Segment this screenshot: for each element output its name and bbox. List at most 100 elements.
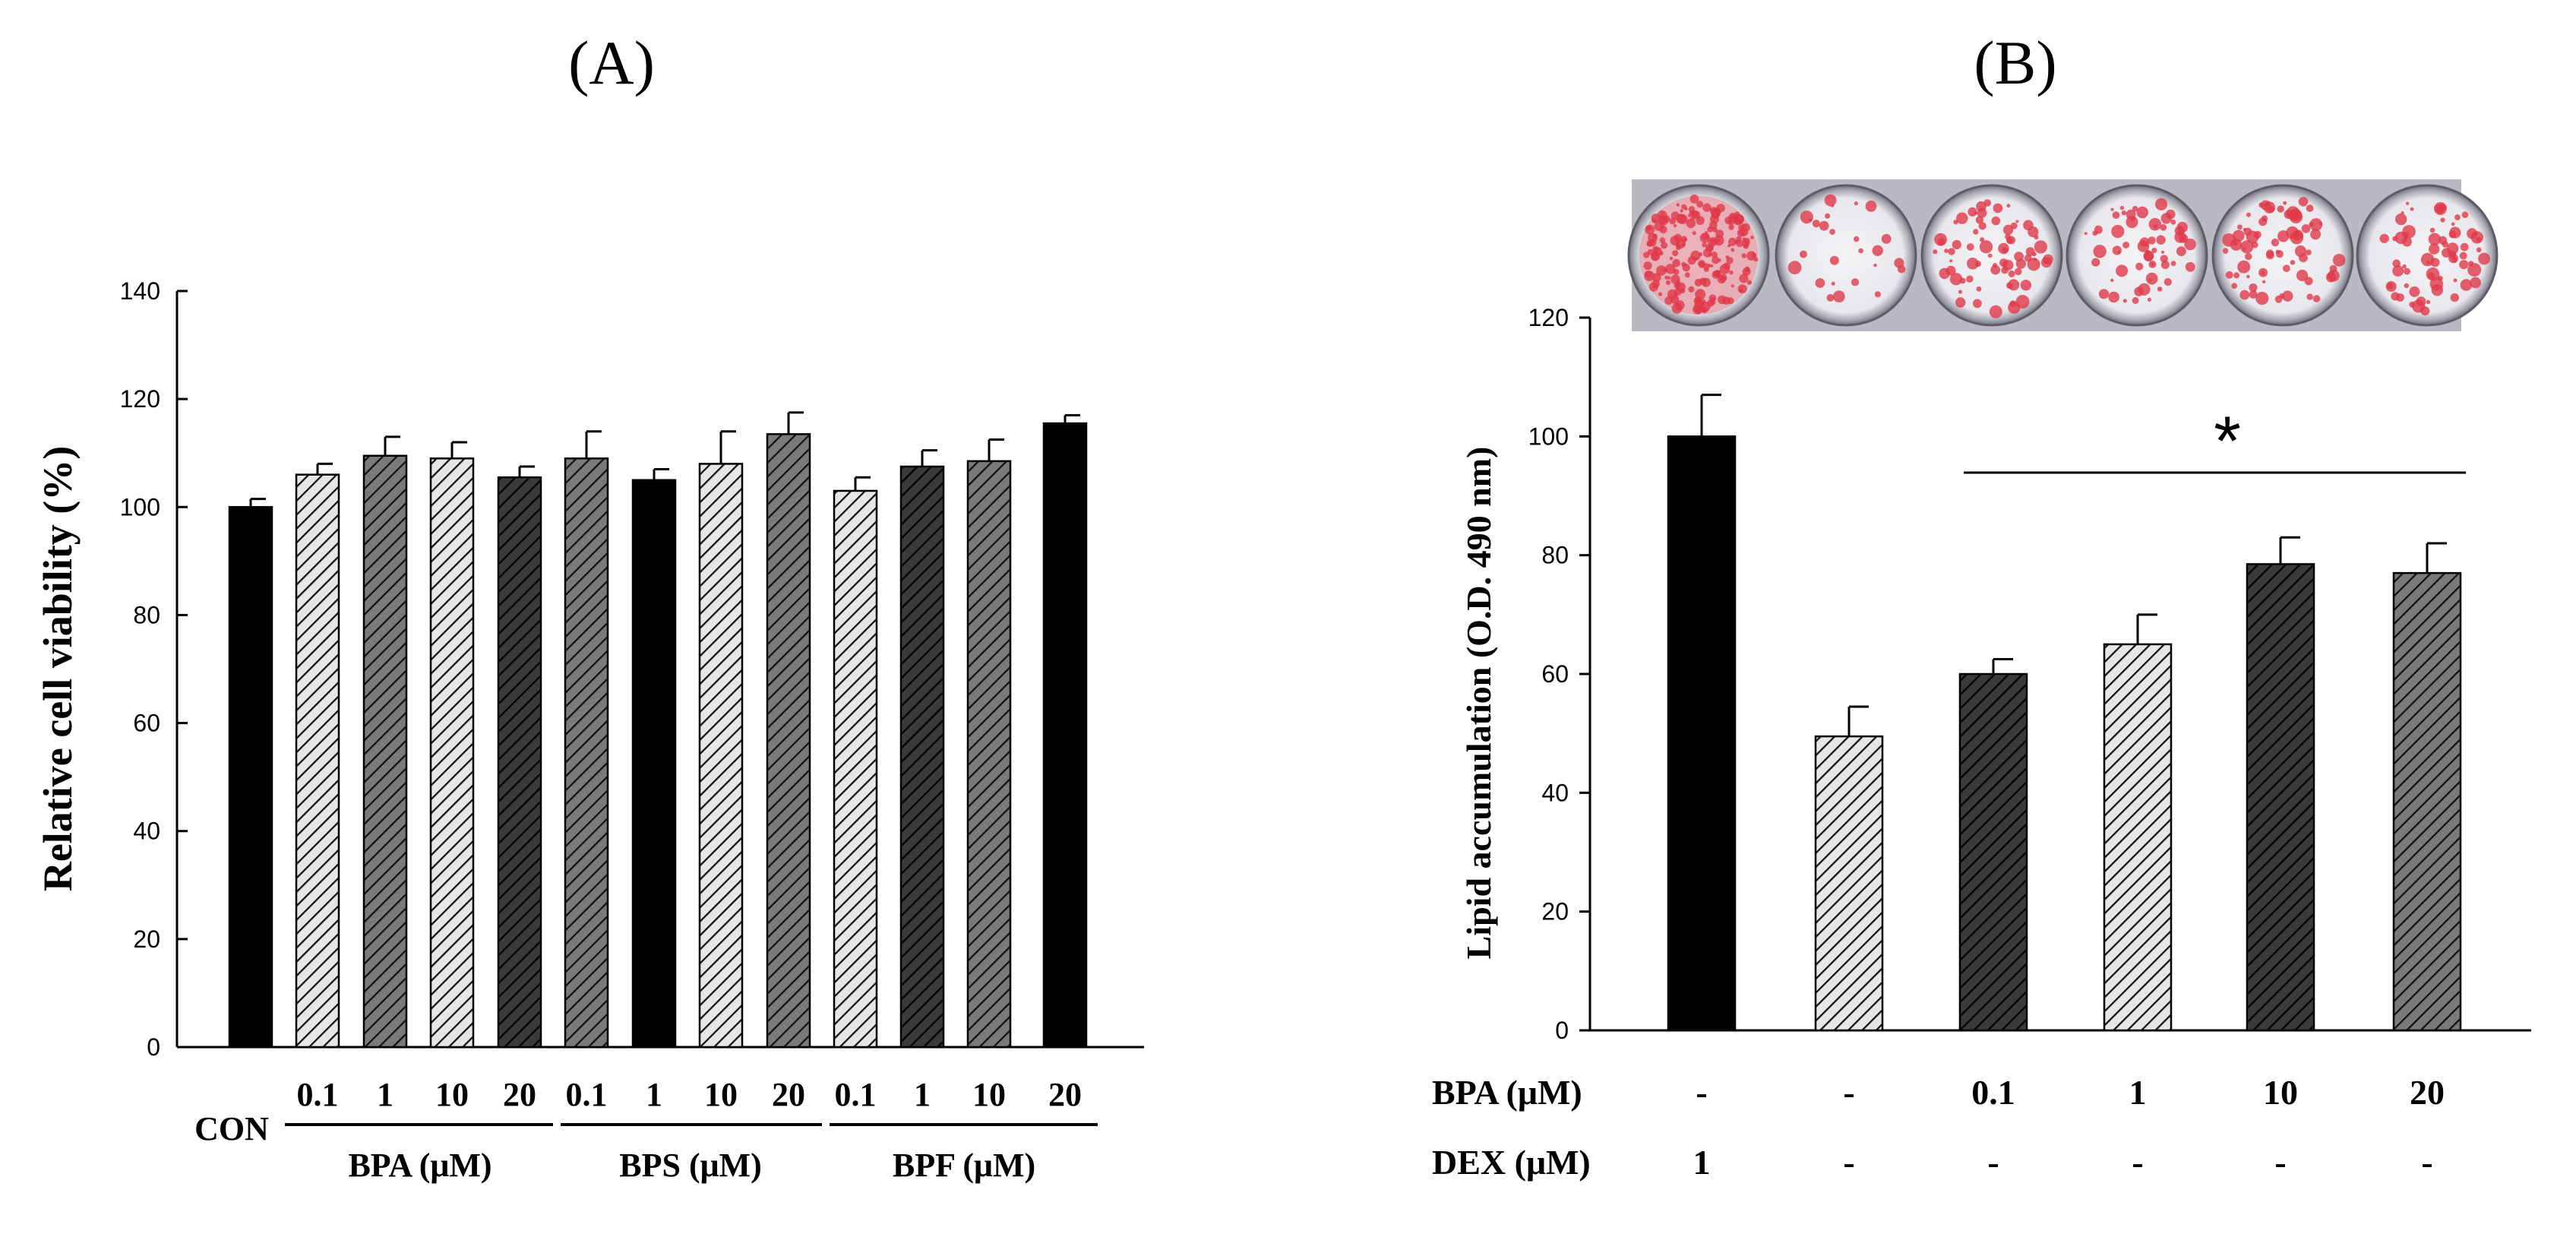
lipid-droplet: [2008, 279, 2020, 291]
lipid-droplet: [1728, 217, 1733, 222]
lipid-droplet: [2130, 216, 2135, 222]
lipid-droplet: [2008, 270, 2015, 277]
lipid-droplet: [2395, 213, 2407, 226]
lipid-droplet: [2246, 230, 2259, 244]
bar: [1667, 435, 1737, 1032]
lipid-droplet: [1968, 207, 1977, 217]
lipid-droplet: [1991, 216, 2001, 226]
lipid-droplet: [1967, 258, 1979, 270]
lipid-droplet: [1712, 256, 1720, 264]
bar: [2392, 571, 2462, 1032]
lipid-droplet: [1702, 203, 1712, 212]
x-tick-label: 20: [772, 1076, 805, 1113]
lipid-droplet: [2027, 258, 2040, 271]
lipid-droplet: [2174, 231, 2186, 243]
lipid-droplet: [2275, 249, 2280, 255]
lipid-droplet: [2451, 222, 2455, 226]
lipid-droplet: [1646, 225, 1651, 231]
lipid-droplet: [2461, 211, 2469, 219]
lipid-droplet: [2015, 220, 2019, 223]
lipid-droplet: [1702, 242, 1707, 248]
lipid-droplet: [1665, 280, 1671, 285]
lipid-droplet: [2283, 264, 2290, 273]
lipid-droplet: [1949, 273, 1963, 286]
lipid-droplet: [2405, 201, 2410, 205]
lipid-droplet: [2261, 215, 2268, 222]
treatment-value: 0.1: [1971, 1073, 2015, 1112]
lipid-droplet: [1682, 243, 1686, 247]
lipid-droplet: [2450, 293, 2459, 302]
lipid-droplet: [1978, 222, 1987, 230]
lipid-droplet: [1979, 240, 1993, 254]
lipid-droplet: [1829, 229, 1836, 235]
lipid-droplet: [1663, 267, 1668, 273]
lipid-droplet: [2111, 225, 2125, 239]
panel-a-y-tick-label: 60: [133, 710, 160, 737]
lipid-droplet: [2020, 280, 2032, 291]
lipid-droplet: [1800, 210, 1813, 224]
lipid-droplet: [2098, 289, 2110, 299]
lipid-droplet: [2453, 278, 2457, 283]
lipid-droplet: [1675, 242, 1680, 248]
x-tick-label: 1: [914, 1076, 931, 1113]
lipid-droplet: [2010, 222, 2018, 229]
lipid-droplet: [2176, 221, 2188, 233]
lipid-droplet: [1881, 233, 1892, 244]
lipid-droplet: [2309, 218, 2323, 232]
lipid-droplet: [1729, 270, 1734, 275]
lipid-droplet: [1976, 286, 1982, 292]
lipid-droplet: [2132, 206, 2138, 212]
lipid-droplet: [2255, 292, 2269, 305]
lipid-droplet: [2135, 262, 2144, 271]
lipid-droplet: [1944, 248, 1949, 253]
lipid-droplet: [2459, 260, 2469, 270]
lipid-droplet: [1874, 291, 1881, 298]
lipid-droplet: [2084, 232, 2088, 236]
lipid-droplet: [1711, 252, 1718, 258]
lipid-droplet: [2110, 207, 2114, 211]
lipid-droplet: [1664, 275, 1669, 280]
lipid-droplet: [1692, 231, 1696, 236]
lipid-droplet: [2332, 254, 2346, 267]
lipid-droplet: [2014, 267, 2022, 276]
lipid-droplet: [1674, 233, 1682, 242]
lipid-droplet: [1681, 204, 1687, 210]
lipid-droplet: [1688, 286, 1695, 293]
lipid-droplet: [2108, 291, 2119, 303]
panel-b-label: (B): [1974, 28, 2056, 97]
panel-a-y-tick-label: 20: [133, 926, 160, 953]
lipid-droplet: [2184, 238, 2196, 251]
lipid-droplet: [2094, 225, 2103, 234]
lipid-droplet: [1744, 266, 1750, 272]
lipid-droplet: [1693, 296, 1702, 305]
lipid-droplet: [2396, 293, 2404, 302]
lipid-droplet: [1672, 250, 1679, 257]
lipid-droplet: [2246, 212, 2251, 217]
lipid-droplet: [2119, 205, 2125, 210]
lipid-droplet: [2426, 261, 2431, 264]
lipid-droplet: [2185, 261, 2195, 272]
panel-a-y-tick-label: 120: [120, 385, 160, 413]
lipid-droplet: [1684, 272, 1690, 278]
lipid-droplet: [2002, 247, 2008, 253]
lipid-droplet: [2034, 240, 2047, 254]
lipid-droplet: [1708, 294, 1717, 302]
lipid-droplet: [2143, 251, 2154, 262]
lipid-droplet: [2325, 272, 2337, 283]
lipid-droplet: [2170, 219, 2176, 225]
panel-a-y-tick-label: 0: [147, 1033, 160, 1061]
lipid-droplet: [1719, 274, 1727, 282]
lipid-droplet: [1675, 280, 1680, 285]
lipid-droplet: [2002, 259, 2014, 271]
lipid-droplet: [1825, 213, 1831, 219]
well-plate-photo: [1627, 179, 2499, 331]
lipid-droplet: [2160, 250, 2165, 254]
lipid-droplet: [1973, 299, 1982, 308]
lipid-droplet: [1731, 248, 1735, 252]
significance-marker: *: [2214, 403, 2241, 480]
bar: [1814, 735, 1884, 1032]
bar: [362, 454, 408, 1049]
lipid-droplet: [1734, 211, 1740, 217]
lipid-droplet: [1731, 214, 1736, 219]
treatment-value: 1: [1693, 1143, 1711, 1182]
